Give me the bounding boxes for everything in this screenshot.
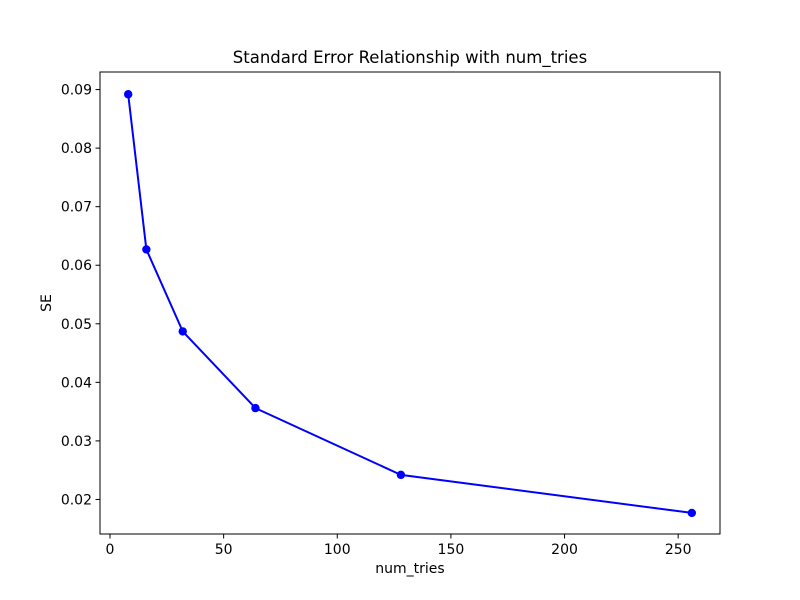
data-point (251, 403, 260, 413)
se-line-series (127, 93, 693, 514)
y-tick-label: 0.05 (61, 317, 92, 333)
y-tick-label: 0.09 (61, 83, 92, 99)
y-tick-label: 0.08 (61, 141, 92, 157)
x-tick-label: 200 (551, 542, 578, 558)
x-tick-label: 50 (215, 542, 233, 558)
data-point (142, 245, 151, 254)
x-axis: 0 50 100 150 200 250 (106, 534, 692, 558)
data-point (687, 508, 697, 518)
y-axis: 0.02 0.03 0.04 0.05 0.06 0.07 0.08 0.09 (61, 83, 100, 508)
y-tick-label: 0.04 (61, 375, 92, 391)
y-tick-label: 0.03 (61, 434, 92, 450)
x-tick-label: 250 (665, 542, 692, 558)
chart-title: Standard Error Relationship with num_tri… (233, 48, 587, 68)
data-point (123, 90, 133, 99)
y-axis-label: SE (39, 294, 55, 312)
y-tick-label: 0.02 (61, 492, 92, 508)
data-point-markers (123, 90, 697, 518)
data-point (396, 470, 406, 480)
x-tick-label: 100 (324, 542, 351, 558)
plot-frame (99, 71, 721, 535)
x-tick-label: 150 (438, 542, 465, 558)
plot-area (100, 72, 720, 534)
y-tick-label: 0.06 (61, 258, 92, 274)
y-tick-label: 0.07 (61, 200, 92, 216)
data-point (178, 327, 187, 336)
x-tick-label: 0 (106, 542, 115, 558)
x-axis-label: num_tries (375, 561, 444, 577)
